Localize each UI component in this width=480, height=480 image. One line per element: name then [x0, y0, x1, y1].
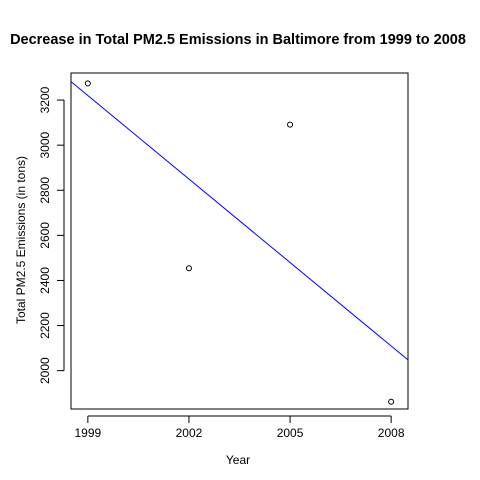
- chart-title: Decrease in Total PM2.5 Emissions in Bal…: [10, 32, 466, 48]
- y-tick-label: 2000: [38, 357, 52, 384]
- y-tick-label: 3200: [38, 86, 52, 113]
- y-tick-label: 2600: [38, 222, 52, 249]
- y-tick-label: 2800: [38, 177, 52, 204]
- x-tick-label: 1999: [74, 426, 101, 440]
- y-tick-label: 2400: [38, 267, 52, 294]
- data-point: [287, 121, 294, 128]
- data-point: [84, 80, 91, 87]
- y-axis-label: Total PM2.5 Emissions (in tons): [14, 156, 28, 324]
- plot-frame: [70, 72, 409, 410]
- data-point: [388, 398, 395, 405]
- x-tick-label: 2008: [378, 426, 405, 440]
- x-tick-label: 2002: [176, 426, 203, 440]
- y-tick-label: 2200: [38, 312, 52, 339]
- data-point: [185, 265, 192, 272]
- plot-area: 1999 2002 2005 2008 2000 2200 2400 2600 2800 3000…: [38, 72, 409, 440]
- trend-line: [71, 81, 408, 361]
- x-tick-label: 2005: [277, 426, 304, 440]
- x-axis-label: Year: [226, 453, 250, 467]
- y-tick-label: 3000: [38, 131, 52, 158]
